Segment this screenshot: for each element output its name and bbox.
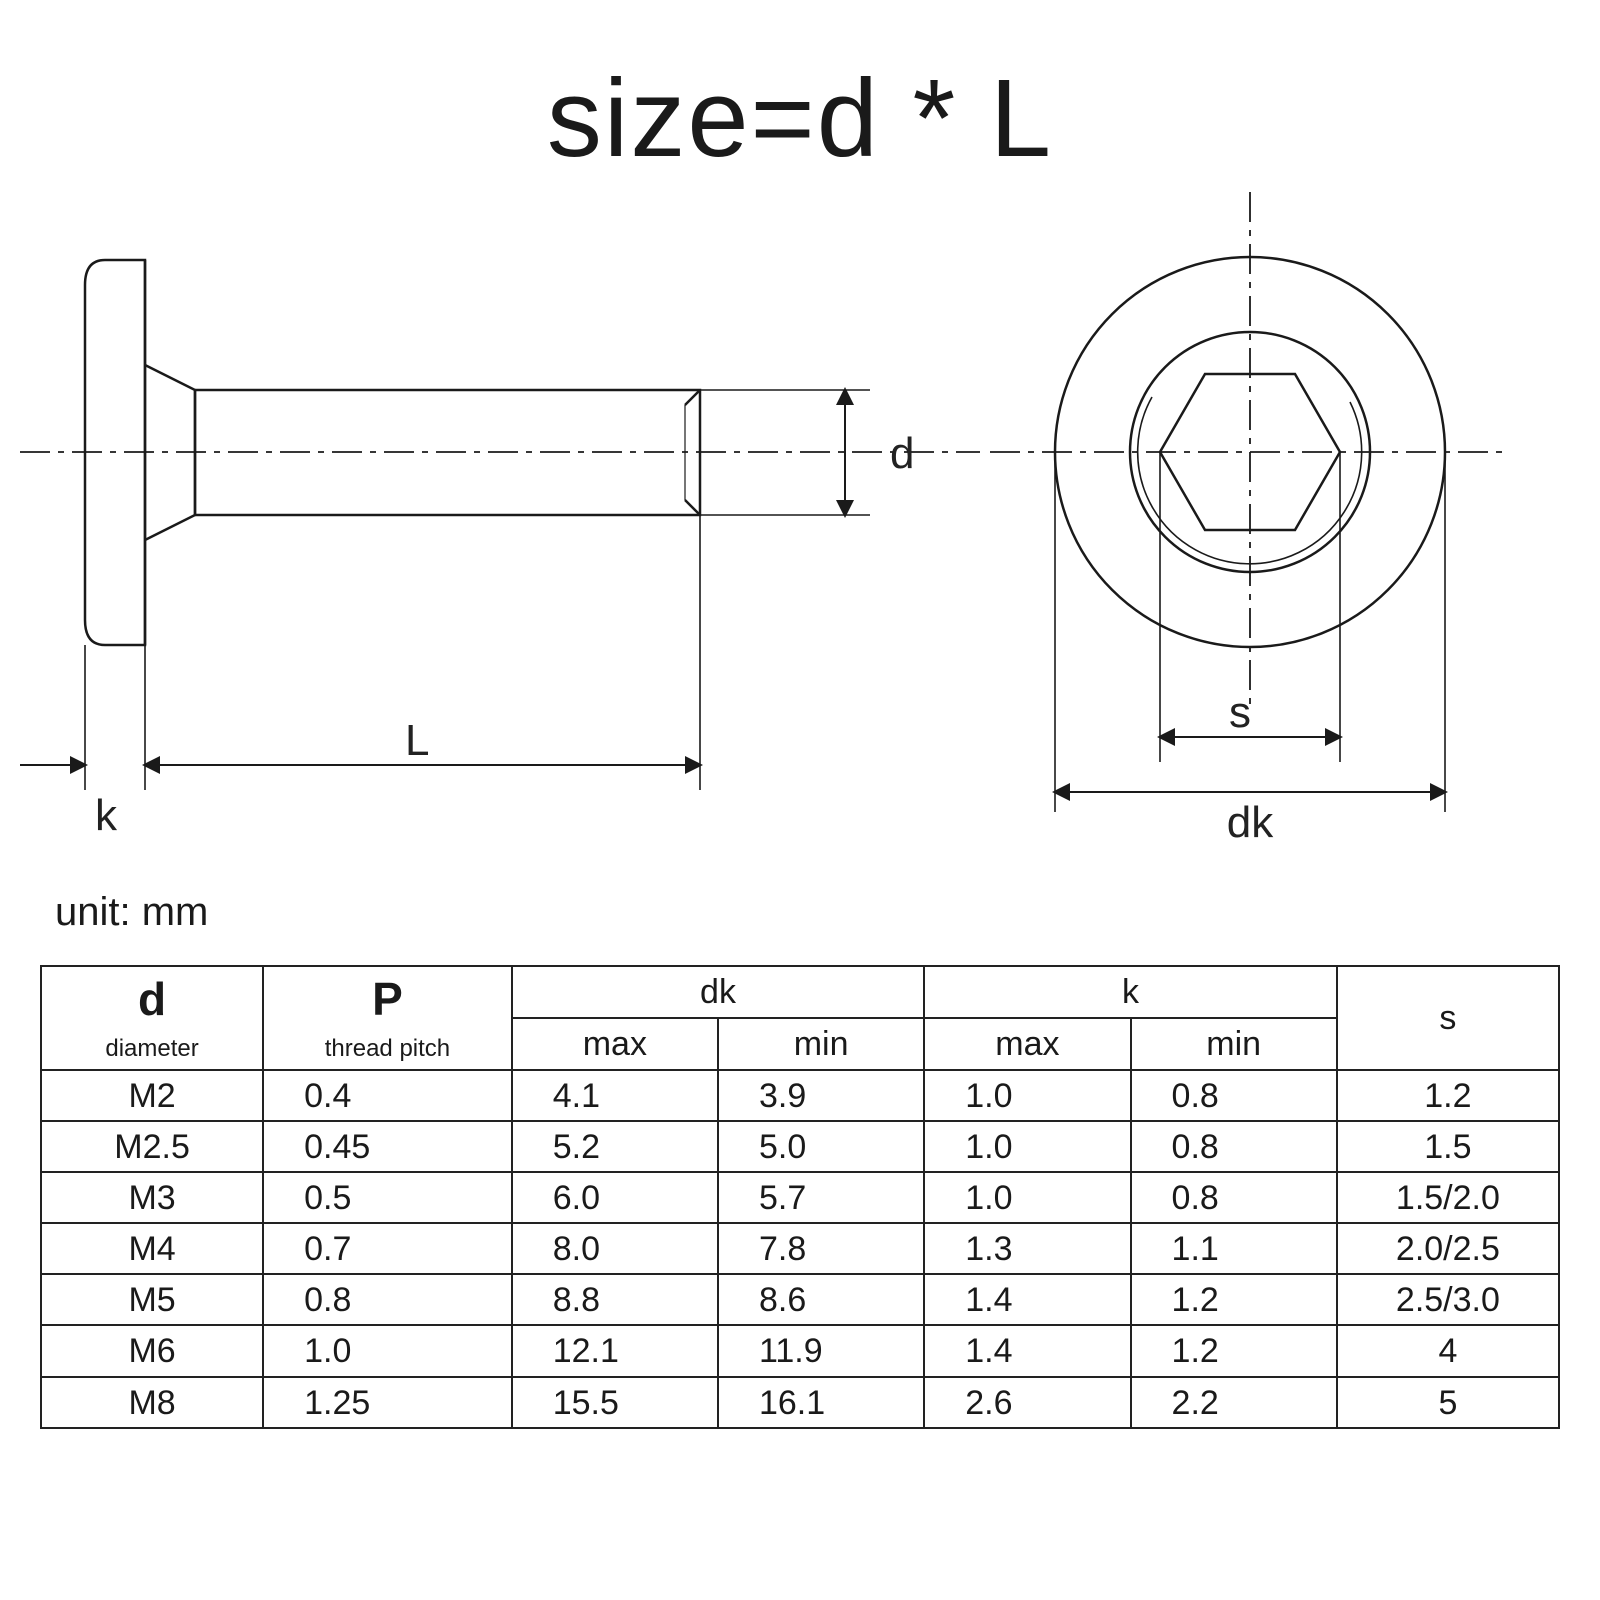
cell-dk_min: 7.8 — [718, 1223, 924, 1274]
dim-label-L: L — [405, 716, 429, 765]
end-view: s dk — [990, 192, 1510, 847]
cell-k_max: 2.6 — [924, 1377, 1130, 1428]
unit-label: unit: mm — [55, 890, 208, 935]
page-title: size=d * L — [0, 55, 1600, 182]
table-row: M2.50.455.25.01.00.81.5 — [41, 1121, 1559, 1172]
cell-k_max: 1.3 — [924, 1223, 1130, 1274]
hdr-d-sub: diameter — [105, 1035, 198, 1062]
side-view: d L k — [20, 260, 980, 840]
cell-k_min: 0.8 — [1131, 1121, 1337, 1172]
cell-d: M5 — [41, 1274, 263, 1325]
dim-label-dk: dk — [1227, 798, 1274, 847]
hdr-dk: dk — [512, 966, 925, 1018]
cell-s: 5 — [1337, 1377, 1559, 1428]
dim-label-s: s — [1229, 688, 1251, 737]
cell-dk_max: 12.1 — [512, 1325, 718, 1376]
table-row: M50.88.88.61.41.22.5/3.0 — [41, 1274, 1559, 1325]
cell-p: 0.45 — [263, 1121, 512, 1172]
cell-dk_min: 5.0 — [718, 1121, 924, 1172]
cell-d: M4 — [41, 1223, 263, 1274]
table-row: M81.2515.516.12.62.25 — [41, 1377, 1559, 1428]
hdr-p-sub: thread pitch — [325, 1035, 450, 1062]
cell-k_min: 2.2 — [1131, 1377, 1337, 1428]
cell-p: 0.7 — [263, 1223, 512, 1274]
cell-p: 1.25 — [263, 1377, 512, 1428]
hdr-s: s — [1337, 966, 1559, 1070]
cell-dk_min: 5.7 — [718, 1172, 924, 1223]
hdr-p: P — [372, 973, 403, 1025]
cell-p: 0.5 — [263, 1172, 512, 1223]
cell-s: 2.0/2.5 — [1337, 1223, 1559, 1274]
dim-label-k: k — [95, 791, 118, 840]
cell-dk_max: 8.0 — [512, 1223, 718, 1274]
cell-p: 0.4 — [263, 1070, 512, 1121]
cell-s: 1.5 — [1337, 1121, 1559, 1172]
cell-k_max: 1.4 — [924, 1325, 1130, 1376]
hdr-dk-max: max — [512, 1018, 718, 1070]
cell-k_max: 1.0 — [924, 1172, 1130, 1223]
cell-dk_min: 16.1 — [718, 1377, 924, 1428]
hdr-k-max: max — [924, 1018, 1130, 1070]
engineering-diagram: d L k s dk — [0, 190, 1600, 890]
cell-dk_max: 15.5 — [512, 1377, 718, 1428]
cell-p: 0.8 — [263, 1274, 512, 1325]
table-row: M61.012.111.91.41.24 — [41, 1325, 1559, 1376]
cell-dk_max: 8.8 — [512, 1274, 718, 1325]
cell-d: M8 — [41, 1377, 263, 1428]
table-row: M20.44.13.91.00.81.2 — [41, 1070, 1559, 1121]
cell-d: M3 — [41, 1172, 263, 1223]
table-row: M30.56.05.71.00.81.5/2.0 — [41, 1172, 1559, 1223]
cell-dk_max: 5.2 — [512, 1121, 718, 1172]
cell-s: 1.5/2.0 — [1337, 1172, 1559, 1223]
cell-p: 1.0 — [263, 1325, 512, 1376]
cell-dk_min: 11.9 — [718, 1325, 924, 1376]
cell-s: 4 — [1337, 1325, 1559, 1376]
dim-label-d: d — [890, 429, 914, 478]
cell-k_max: 1.0 — [924, 1070, 1130, 1121]
hdr-dk-min: min — [718, 1018, 924, 1070]
cell-k_min: 1.2 — [1131, 1274, 1337, 1325]
cell-d: M6 — [41, 1325, 263, 1376]
cell-s: 2.5/3.0 — [1337, 1274, 1559, 1325]
cell-d: M2 — [41, 1070, 263, 1121]
hdr-k: k — [924, 966, 1337, 1018]
cell-k_max: 1.4 — [924, 1274, 1130, 1325]
cell-dk_max: 6.0 — [512, 1172, 718, 1223]
cell-k_min: 1.1 — [1131, 1223, 1337, 1274]
hdr-k-min: min — [1131, 1018, 1337, 1070]
hdr-d: d — [138, 973, 166, 1025]
cell-k_min: 0.8 — [1131, 1172, 1337, 1223]
cell-k_max: 1.0 — [924, 1121, 1130, 1172]
cell-dk_min: 8.6 — [718, 1274, 924, 1325]
cell-dk_max: 4.1 — [512, 1070, 718, 1121]
table-row: M40.78.07.81.31.12.0/2.5 — [41, 1223, 1559, 1274]
cell-dk_min: 3.9 — [718, 1070, 924, 1121]
cell-k_min: 1.2 — [1131, 1325, 1337, 1376]
table-header-row: d diameter P thread pitch dk k s — [41, 966, 1559, 1018]
cell-k_min: 0.8 — [1131, 1070, 1337, 1121]
cell-d: M2.5 — [41, 1121, 263, 1172]
spec-table: d diameter P thread pitch dk k s max min… — [40, 965, 1560, 1429]
cell-s: 1.2 — [1337, 1070, 1559, 1121]
